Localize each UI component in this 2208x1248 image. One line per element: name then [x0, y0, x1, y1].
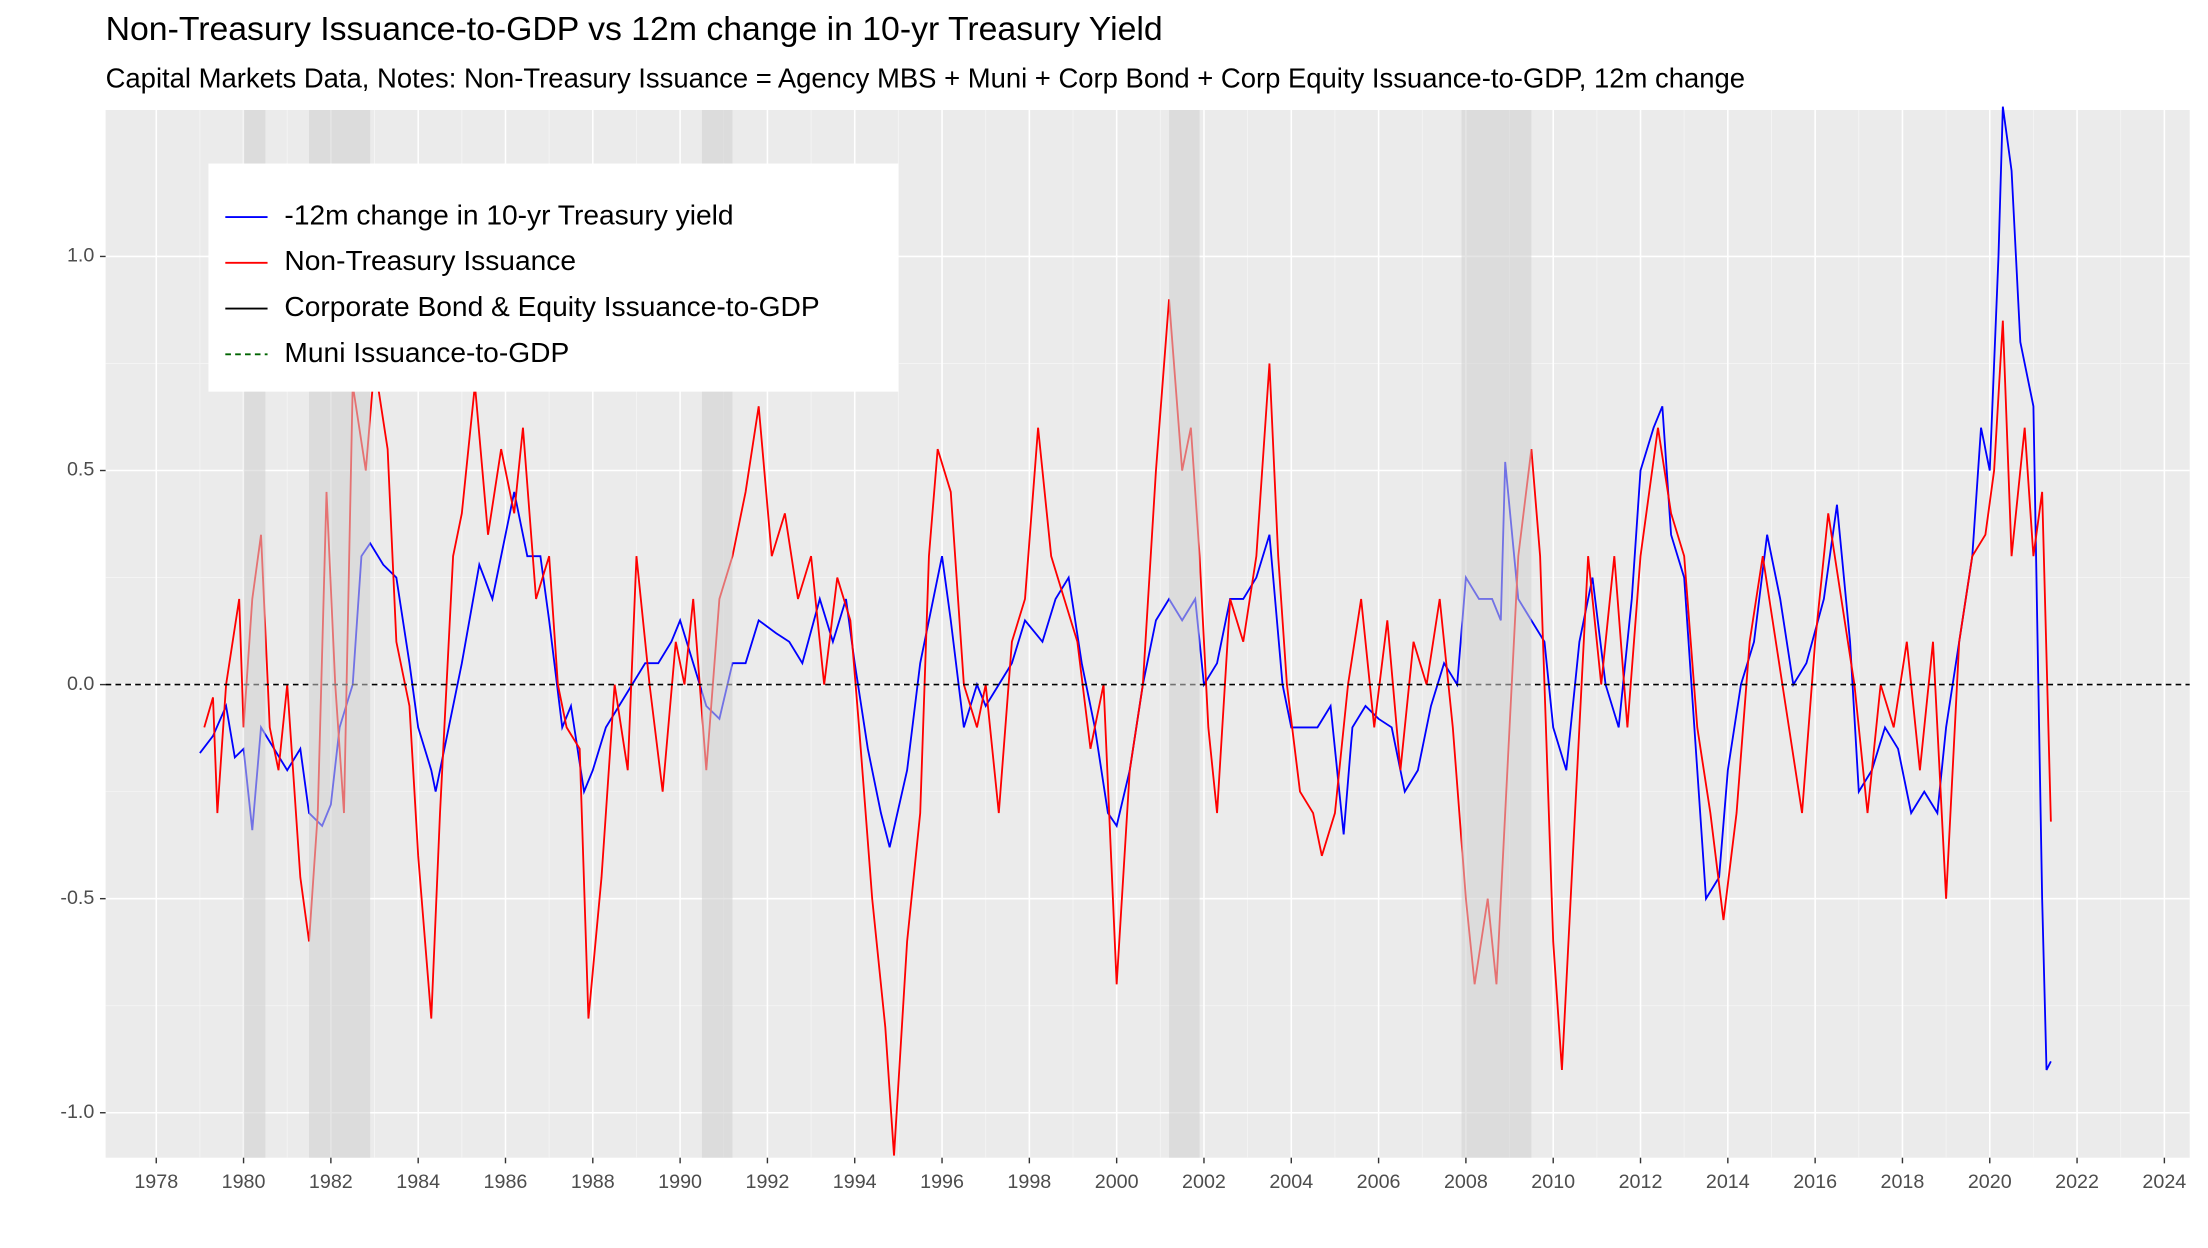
x-tick-label: 2014 [1706, 1171, 1750, 1193]
x-tick-label: 2020 [1968, 1171, 2012, 1193]
y-tick-label: 0.0 [67, 673, 94, 695]
x-tick-label: 2016 [1793, 1171, 1837, 1193]
x-tick-label: 1978 [134, 1171, 178, 1193]
legend-box [208, 163, 899, 392]
x-tick-label: 2010 [1531, 1171, 1575, 1193]
lines [105, 106, 2190, 1156]
x-tick-label: 1998 [1007, 1171, 1051, 1193]
x-tick-label: 2000 [1095, 1171, 1139, 1193]
series-line [199, 106, 2052, 1071]
x-tick-label: 1992 [745, 1171, 789, 1193]
x-tick-label: 2006 [1357, 1171, 1401, 1193]
x-tick-label: 2022 [2055, 1171, 2099, 1193]
x-tick-label: 2008 [1444, 1171, 1488, 1193]
x-tick-label: 1996 [920, 1171, 964, 1193]
y-tick-label: -0.5 [60, 887, 94, 909]
x-tick-label: 2012 [1619, 1171, 1663, 1193]
chart-subtitle: Capital Markets Data, Notes: Non-Treasur… [106, 63, 1745, 94]
x-tick-label: 1988 [571, 1171, 615, 1193]
x-tick-label: 1982 [309, 1171, 353, 1193]
x-tick-label: 2024 [2142, 1171, 2186, 1193]
y-tick-label: -1.0 [60, 1101, 94, 1123]
x-tick-label: 2004 [1269, 1171, 1313, 1193]
y-tick-label: 1.0 [67, 245, 94, 267]
recession-band [1169, 110, 1200, 1158]
x-tick-label: 2018 [1881, 1171, 1925, 1193]
legend-label: Corporate Bond & Equity Issuance-to-GDP [284, 291, 819, 322]
legend-label: -12m change in 10-yr Treasury yield [284, 199, 733, 230]
shading [243, 110, 1532, 1158]
axes: 1978 1980 1982 1984 1986 1988 1990 1992 1994 1996… [60, 245, 2186, 1194]
x-tick-label: 1984 [396, 1171, 440, 1193]
x-tick-label: 1990 [658, 1171, 702, 1193]
x-tick-label: 2002 [1182, 1171, 1226, 1193]
recession-band [1461, 110, 1532, 1158]
legend-label: Muni Issuance-to-GDP [284, 337, 569, 368]
x-tick-label: 1994 [833, 1171, 877, 1193]
legend: -12m change in 10-yr Treasury yield Non-T… [208, 163, 899, 392]
x-tick-label: 1986 [484, 1171, 528, 1193]
legend-label: Non-Treasury Issuance [284, 245, 576, 276]
series-line [203, 299, 2052, 1156]
y-tick-label: 0.5 [67, 459, 94, 481]
x-tick-label: 1980 [222, 1171, 266, 1193]
chart-title: Non-Treasury Issuance-to-GDP vs 12m chan… [106, 10, 1163, 48]
